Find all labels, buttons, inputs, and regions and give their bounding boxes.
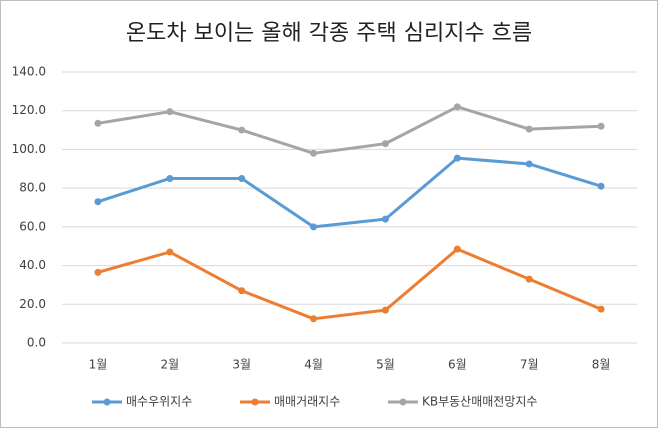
y-tick-label: 140.0 [12,65,46,79]
data-point [94,119,102,127]
x-tick-label: 7월 [520,358,539,372]
legend-label: KB부동산매매전망지수 [422,395,537,409]
y-tick-label: 100.0 [12,142,46,156]
data-point [310,223,318,231]
legend-label: 매수우위지수 [126,395,192,409]
data-point [381,215,389,223]
data-point [525,275,533,283]
data-point [238,174,246,182]
data-point [597,182,605,190]
series-line [97,247,602,321]
data-point [597,305,605,313]
data-point [453,103,461,111]
series-line [97,156,602,229]
x-tick-label: 5월 [376,358,395,372]
y-tick-label: 40.0 [19,258,46,272]
x-tick-label: 1월 [89,358,108,372]
x-tick-label: 6월 [448,358,467,372]
data-point [94,268,102,276]
y-tick-label: 60.0 [19,219,46,233]
legend-marker [103,398,111,406]
data-point [310,149,318,157]
y-tick-label: 0.0 [27,336,46,350]
data-point [166,108,174,116]
chart-title: 온도차 보이는 올해 각종 주택 심리지수 흐름 [126,21,532,46]
data-point [381,306,389,314]
data-point [166,248,174,256]
series-line [97,105,602,155]
y-tick-label: 20.0 [19,297,46,311]
legend-marker [399,398,407,406]
data-point [453,245,461,253]
legend-marker [251,398,259,406]
x-tick-label: 4월 [304,358,323,372]
data-point [94,198,102,206]
y-tick-label: 80.0 [19,181,46,195]
data-point [525,125,533,133]
data-point [525,160,533,168]
y-tick-label: 120.0 [12,103,46,117]
data-point [597,122,605,130]
data-point [238,287,246,295]
x-tick-label: 8월 [592,358,611,372]
data-point [238,126,246,134]
data-point [381,140,389,148]
data-point [166,174,174,182]
x-tick-label: 3월 [232,358,251,372]
data-point [453,154,461,162]
legend-label: 매매거래지수 [274,395,340,409]
x-tick-label: 2월 [160,358,179,372]
data-point [310,315,318,323]
